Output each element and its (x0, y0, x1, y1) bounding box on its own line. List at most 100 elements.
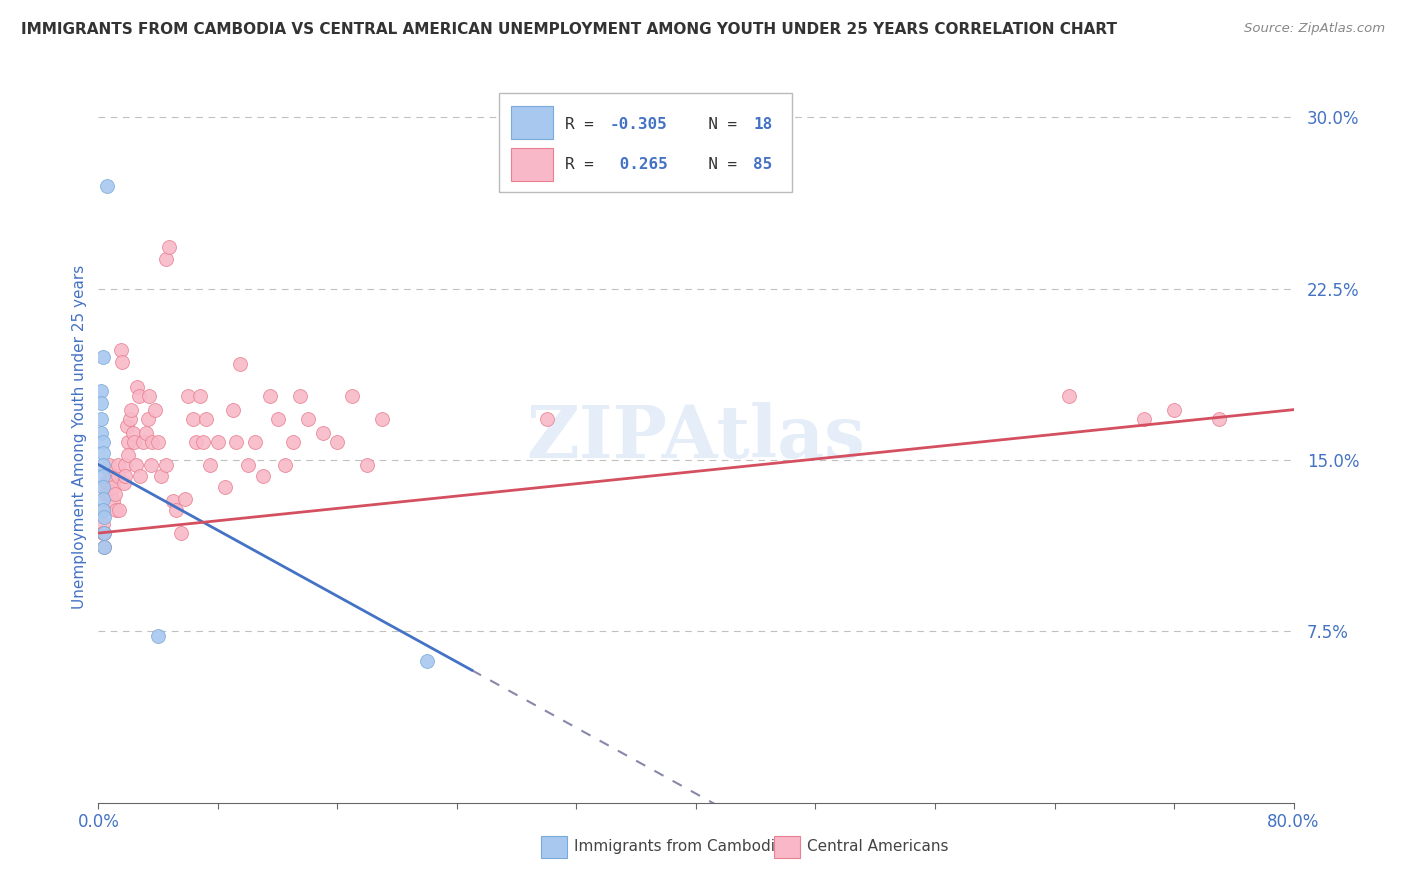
Point (114, 469, 136, 483)
Point (91, 491, 114, 506)
Point (118, 412, 141, 426)
Point (148, 629, 170, 643)
Point (93, 540, 115, 554)
Point (356, 458, 378, 472)
Point (259, 389, 281, 403)
Point (105, 503, 128, 517)
Point (297, 412, 319, 426)
Text: R =: R = (565, 117, 603, 131)
Point (90, 396, 112, 410)
Point (155, 458, 177, 472)
Point (97, 458, 120, 472)
Point (91, 516, 114, 531)
Point (281, 434, 304, 449)
Bar (773, 836, 800, 858)
Point (117, 449, 139, 463)
Point (150, 469, 173, 483)
Point (108, 503, 131, 517)
Point (214, 480, 236, 494)
Point (288, 389, 311, 403)
Point (93, 540, 115, 554)
Point (138, 389, 160, 403)
Text: Central Americans: Central Americans (807, 839, 949, 855)
Point (90, 425, 112, 440)
Point (157, 240, 180, 254)
Point (112, 475, 135, 490)
Point (326, 434, 349, 449)
Point (96, 487, 118, 501)
Point (129, 469, 152, 483)
Point (96, 475, 118, 490)
Point (127, 380, 149, 394)
Point (98, 475, 122, 490)
Point (91, 434, 114, 449)
Point (195, 412, 218, 426)
Point (245, 434, 267, 449)
Point (124, 434, 146, 449)
Point (1133, 412, 1156, 426)
Point (128, 389, 150, 403)
Point (90, 412, 112, 426)
Point (91, 503, 114, 517)
Point (177, 389, 200, 403)
Point (104, 487, 127, 501)
Point (225, 434, 247, 449)
Text: -0.305: -0.305 (610, 117, 668, 131)
Point (91, 446, 114, 460)
Point (174, 491, 197, 506)
Point (169, 526, 191, 541)
Bar (510, 106, 553, 139)
Point (94, 487, 117, 501)
Point (165, 503, 187, 517)
Point (536, 412, 558, 426)
Point (91, 480, 114, 494)
Point (181, 412, 204, 426)
Point (103, 494, 125, 508)
Point (107, 469, 129, 483)
Point (229, 357, 252, 371)
Point (155, 252, 177, 266)
Text: N =: N = (689, 158, 747, 172)
Point (115, 418, 138, 433)
Point (101, 475, 124, 490)
Point (1059, 389, 1081, 403)
Point (93, 510, 115, 524)
Point (188, 389, 211, 403)
Point (93, 526, 115, 541)
Point (200, 458, 222, 472)
Point (101, 471, 124, 485)
Point (121, 425, 143, 440)
Point (117, 434, 139, 449)
Point (107, 458, 129, 472)
Point (94, 475, 117, 490)
Point (222, 402, 245, 417)
Point (136, 412, 159, 426)
Point (132, 434, 155, 449)
Text: 85: 85 (754, 158, 772, 172)
Point (207, 434, 229, 449)
Point (252, 469, 274, 483)
Point (120, 402, 142, 417)
Text: ZIPAtlas: ZIPAtlas (526, 401, 866, 473)
Text: IMMIGRANTS FROM CAMBODIA VS CENTRAL AMERICAN UNEMPLOYMENT AMONG YOUTH UNDER 25 Y: IMMIGRANTS FROM CAMBODIA VS CENTRAL AMER… (21, 22, 1118, 37)
Point (162, 494, 184, 508)
Point (98, 487, 122, 501)
Point (141, 434, 163, 449)
Point (1208, 412, 1230, 426)
Point (91, 469, 114, 483)
Point (311, 425, 333, 440)
Text: 0.265: 0.265 (610, 158, 668, 172)
Point (103, 480, 125, 494)
Point (91, 350, 114, 364)
Point (371, 412, 394, 426)
Point (91, 503, 114, 517)
Point (97, 464, 120, 478)
Y-axis label: Unemployment Among Youth under 25 years: Unemployment Among Youth under 25 years (72, 265, 87, 609)
Text: R =: R = (565, 158, 603, 172)
Point (125, 458, 148, 472)
Point (274, 458, 297, 472)
Point (110, 343, 132, 358)
Bar (541, 836, 567, 858)
Point (1163, 402, 1185, 417)
Text: 18: 18 (754, 117, 772, 131)
